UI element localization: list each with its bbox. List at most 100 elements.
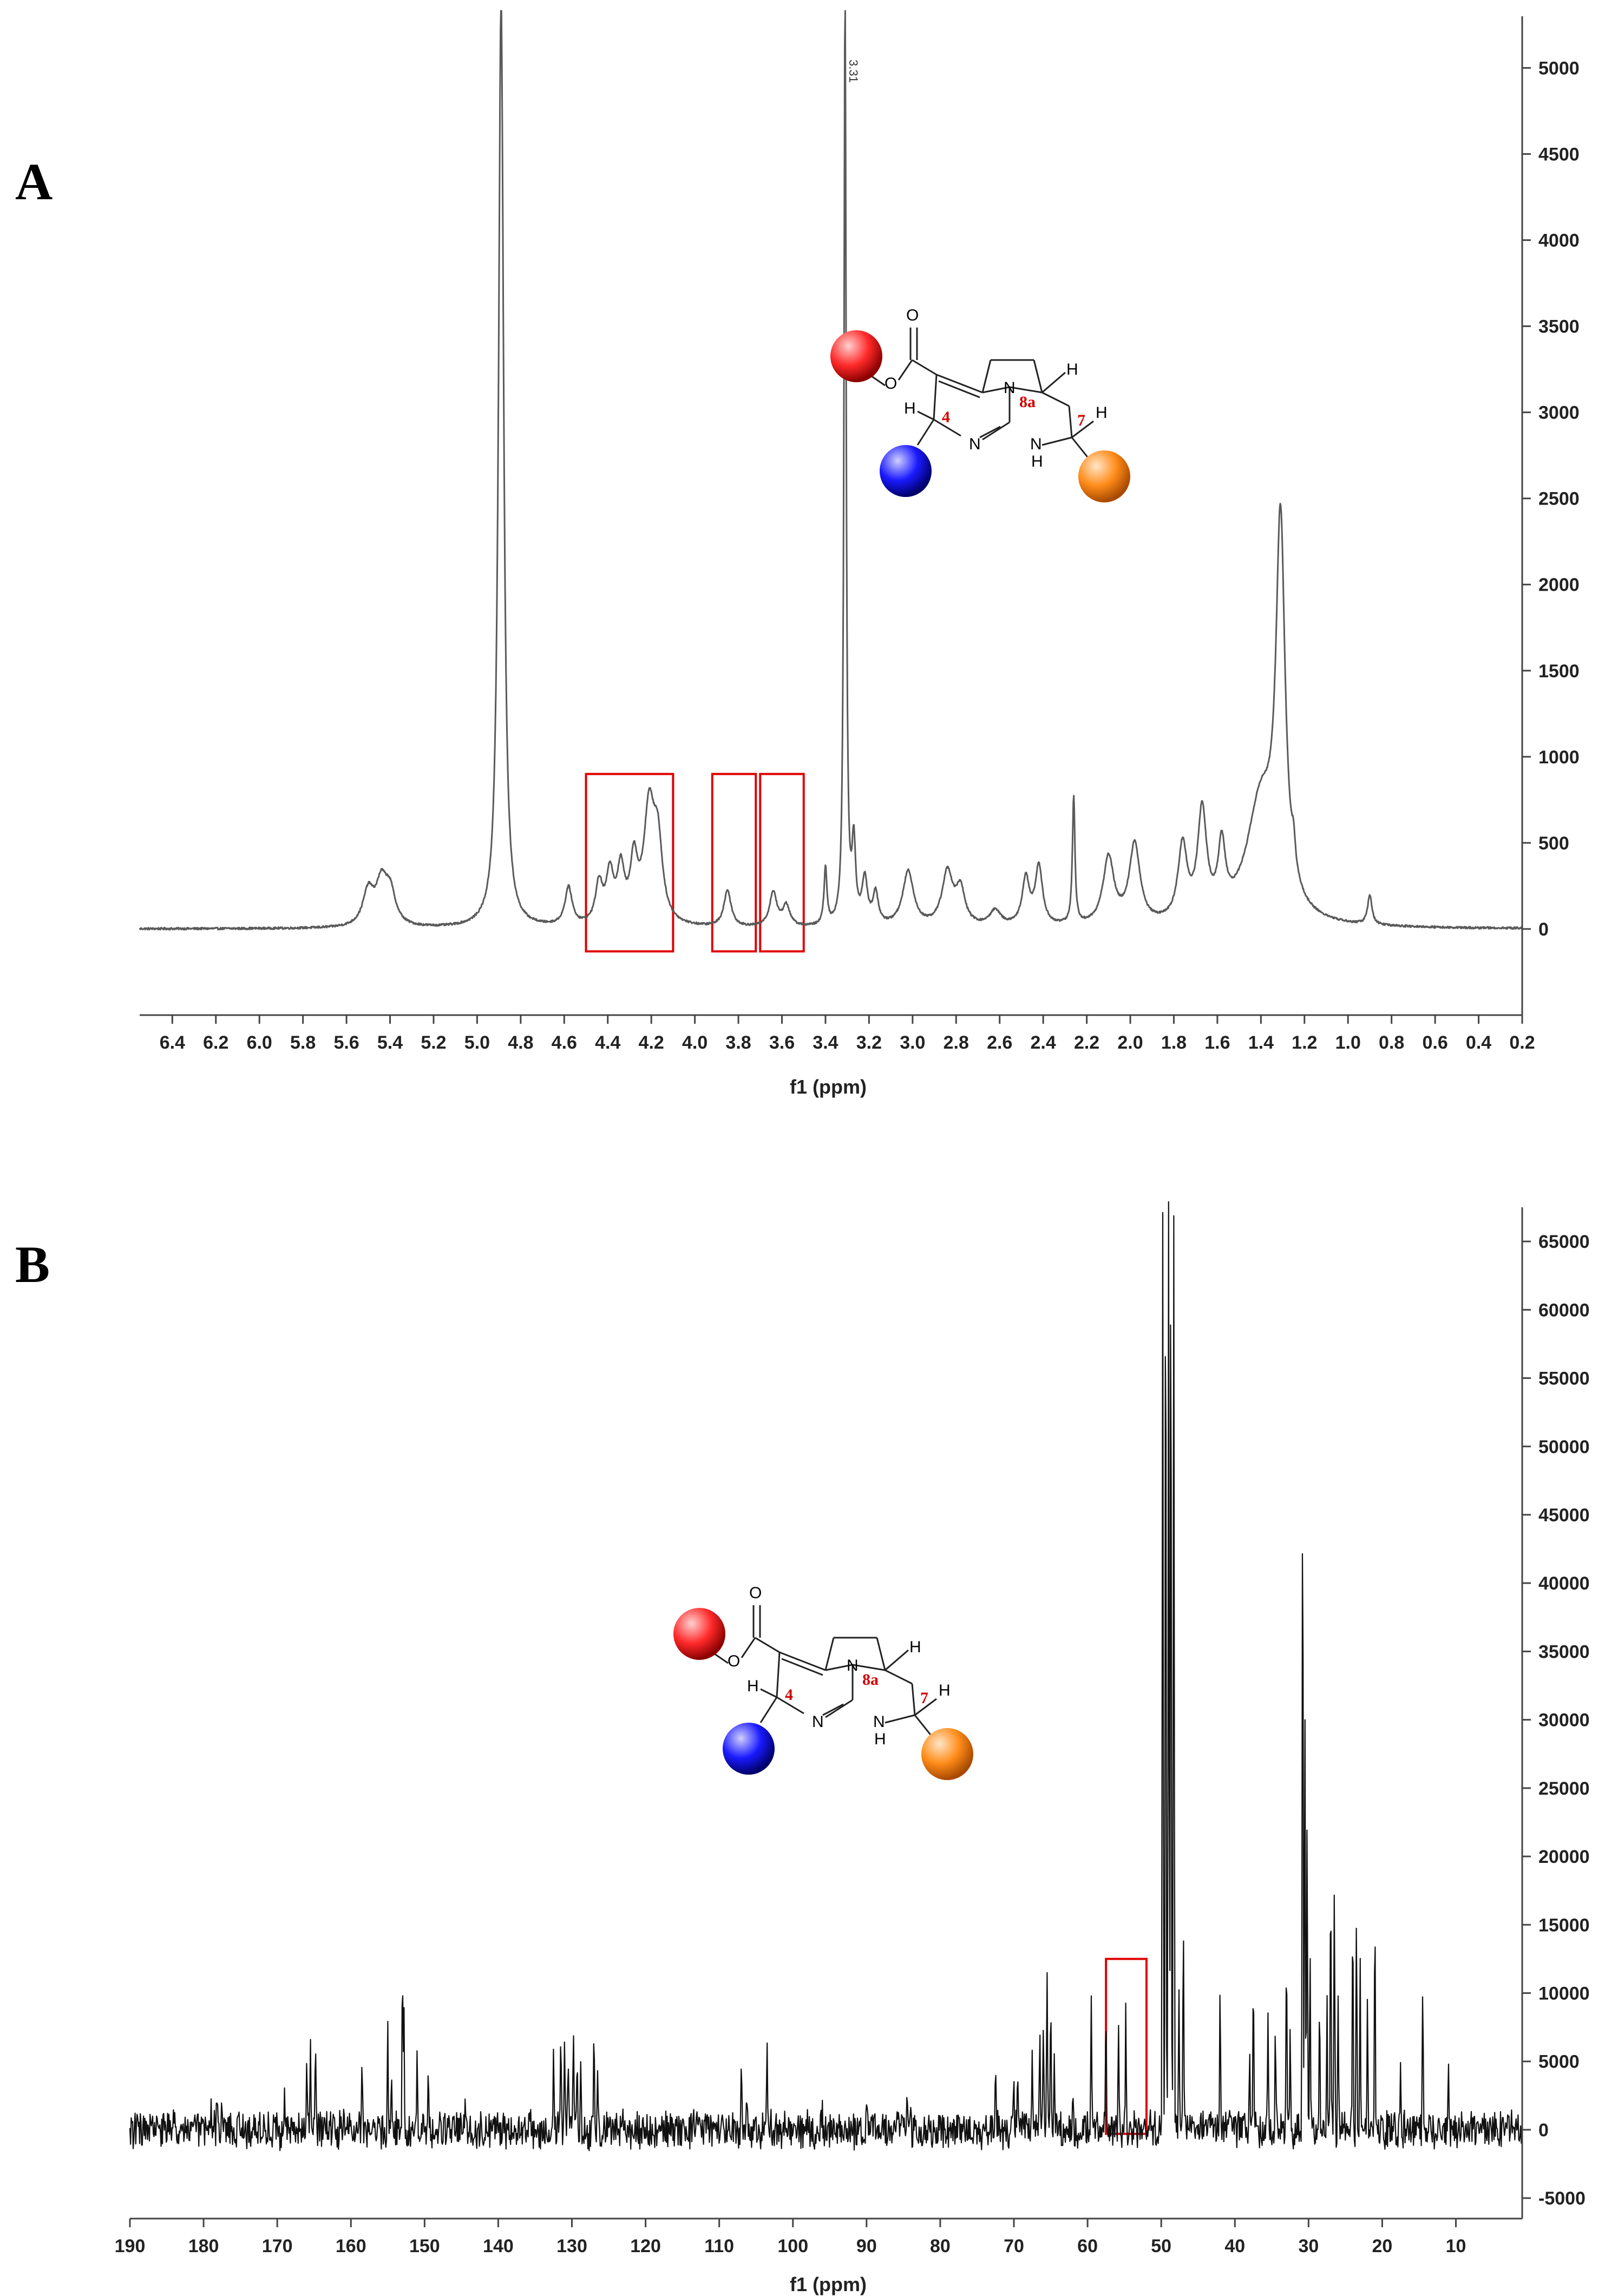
x-tick-label: 6.2 [203, 1032, 228, 1053]
carbonyl-oxygen-label: O [749, 1584, 762, 1602]
panel-b-x-axis-title: f1 (ppm) [790, 2273, 867, 2295]
x-tick-label: 4.6 [552, 1032, 577, 1053]
x-tick-label: 2.6 [987, 1032, 1012, 1053]
x-tick-label: 110 [704, 2236, 734, 2256]
x-tick-label: 160 [336, 2236, 366, 2256]
panel-b-x-ticks: 190 180 170 160 150 140 130 120 110 100 90 80 70 60 50… [115, 2219, 1466, 2256]
h-7-label: H [939, 1682, 951, 1699]
x-tick-label: 170 [262, 2236, 293, 2256]
panel-b-spectrum-trace [129, 1201, 1523, 2151]
amine-nitrogen-label: N [1030, 435, 1042, 453]
y-tick-label: 500 [1538, 833, 1569, 854]
imine-nitrogen-label: N [812, 1713, 824, 1731]
highlight-box [585, 773, 674, 953]
imine-nitrogen-label: N [969, 435, 981, 453]
panel-a-structure: O O N N N H H H H 4 7 8a [830, 306, 1130, 502]
y-tick-label: 25000 [1538, 1778, 1590, 1799]
structure-bonds [866, 328, 1095, 465]
panel-a-peak-annotation: 3.31 [847, 60, 860, 83]
y-tick-label: 3000 [1538, 403, 1580, 423]
x-tick-label: 5.2 [421, 1032, 446, 1053]
panel-b-y-ticks: -5000 0 5000 10000 15000 20000 25000 30000 35000… [1522, 1232, 1590, 2209]
y-tick-label: 0 [1538, 919, 1549, 940]
h-8a-label: H [909, 1638, 921, 1656]
x-tick-label: 40 [1224, 2236, 1245, 2256]
panel-a-highlight-boxes [585, 773, 805, 953]
structure-bonds [709, 1605, 938, 1743]
y-tick-label: 15000 [1538, 1915, 1590, 1935]
h-7-label: H [1096, 404, 1108, 422]
panel-b-letter: B [15, 1235, 50, 1293]
y-tick-label: 5000 [1538, 2052, 1580, 2072]
h-4-label: H [747, 1677, 759, 1695]
x-tick-label: 1.2 [1292, 1032, 1317, 1053]
x-tick-label: 30 [1298, 2236, 1319, 2256]
panel-a-letter: A [15, 153, 53, 211]
x-tick-label: 120 [630, 2236, 661, 2256]
y-tick-label: 1500 [1538, 661, 1580, 682]
y-tick-label: 10000 [1538, 1983, 1590, 2004]
x-tick-label: 2.8 [944, 1032, 969, 1053]
amine-hydrogen-label: H [1031, 453, 1043, 470]
panel-b-axes [130, 1207, 1523, 2220]
ring-nitrogen-label: N [847, 1657, 859, 1674]
x-tick-label: 20 [1372, 2236, 1393, 2256]
locant-7: 7 [1077, 411, 1085, 429]
panel-a-spectrum-trace [139, 10, 1523, 931]
x-tick-label: 1.4 [1248, 1032, 1274, 1053]
y-tick-label: 50000 [1538, 1437, 1590, 1457]
amine-nitrogen-label: N [873, 1713, 885, 1731]
x-tick-label: 5.8 [290, 1032, 316, 1053]
x-tick-label: 2.4 [1031, 1032, 1056, 1053]
x-tick-label: 0.2 [1509, 1032, 1535, 1053]
x-tick-label: 190 [115, 2236, 146, 2256]
x-tick-label: 130 [556, 2236, 587, 2256]
highlight-box [711, 773, 757, 953]
x-tick-label: 4.8 [508, 1032, 533, 1053]
y-tick-label: 4500 [1538, 144, 1580, 165]
x-tick-label: 10 [1446, 2236, 1466, 2256]
panel-b-structure: O O N N N H H H H 4 7 8a [673, 1584, 973, 1780]
panel-a-y-ticks: 0 500 1000 1500 2000 2500 3000 3500 4000 4500 5000 [1522, 58, 1580, 940]
y-tick-label: 45000 [1538, 1505, 1590, 1526]
panel-a-x-ticks: 6.4 6.2 6.0 5.8 5.6 5.4 5.2 5.0 4.8 4.6 4.4 4.2 4.0 3… [160, 1015, 1535, 1053]
x-tick-label: 50 [1151, 2236, 1171, 2256]
carbonyl-oxygen-label: O [906, 306, 919, 324]
x-tick-label: 180 [188, 2236, 219, 2256]
locant-7: 7 [920, 1689, 928, 1707]
ring-nitrogen-label: N [1004, 379, 1016, 397]
locant-4: 4 [785, 1686, 793, 1704]
x-tick-label: 100 [777, 2236, 808, 2256]
x-tick-label: 1.0 [1335, 1032, 1361, 1053]
panel-a-1h-nmr: A 6.4 6.2 6.0 5.8 5.6 5.4 5.2 5.0 4.8 4.6 4.4 4.2 4.… [15, 10, 1580, 1098]
x-tick-label: 3.2 [856, 1032, 882, 1053]
locant-8a: 8a [1019, 393, 1036, 411]
x-tick-label: 6.4 [160, 1032, 185, 1053]
x-tick-label: 3.4 [813, 1032, 838, 1053]
x-tick-label: 5.6 [333, 1032, 359, 1053]
y-tick-label: 20000 [1538, 1847, 1590, 1867]
c7-substituent-sphere [1078, 450, 1130, 502]
y-tick-label: 1000 [1538, 747, 1580, 768]
x-tick-label: 0.8 [1379, 1032, 1404, 1053]
h-8a-label: H [1066, 361, 1078, 378]
c4-substituent-sphere [880, 445, 932, 497]
y-tick-label: 3500 [1538, 317, 1580, 337]
x-tick-label: 140 [483, 2236, 514, 2256]
ester-substituent-sphere [673, 1608, 725, 1660]
locant-8a: 8a [862, 1671, 879, 1689]
y-tick-label: 40000 [1538, 1573, 1590, 1594]
h-4-label: H [904, 400, 916, 417]
x-tick-label: 80 [930, 2236, 951, 2256]
y-tick-label: 5000 [1538, 58, 1580, 79]
x-tick-label: 3.0 [900, 1032, 925, 1053]
y-tick-label: 65000 [1538, 1232, 1590, 1252]
x-tick-label: 5.4 [377, 1032, 403, 1053]
x-tick-label: 0.6 [1422, 1032, 1447, 1053]
ester-oxygen-label: O [728, 1652, 740, 1670]
y-tick-label: 60000 [1538, 1300, 1590, 1320]
panel-a-axes [140, 16, 1523, 1016]
x-tick-label: 150 [409, 2236, 440, 2256]
x-tick-label: 70 [1004, 2236, 1024, 2256]
